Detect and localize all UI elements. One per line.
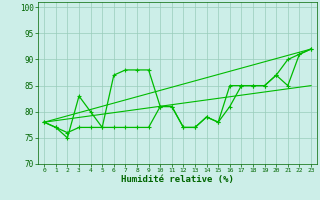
X-axis label: Humidité relative (%): Humidité relative (%) <box>121 175 234 184</box>
